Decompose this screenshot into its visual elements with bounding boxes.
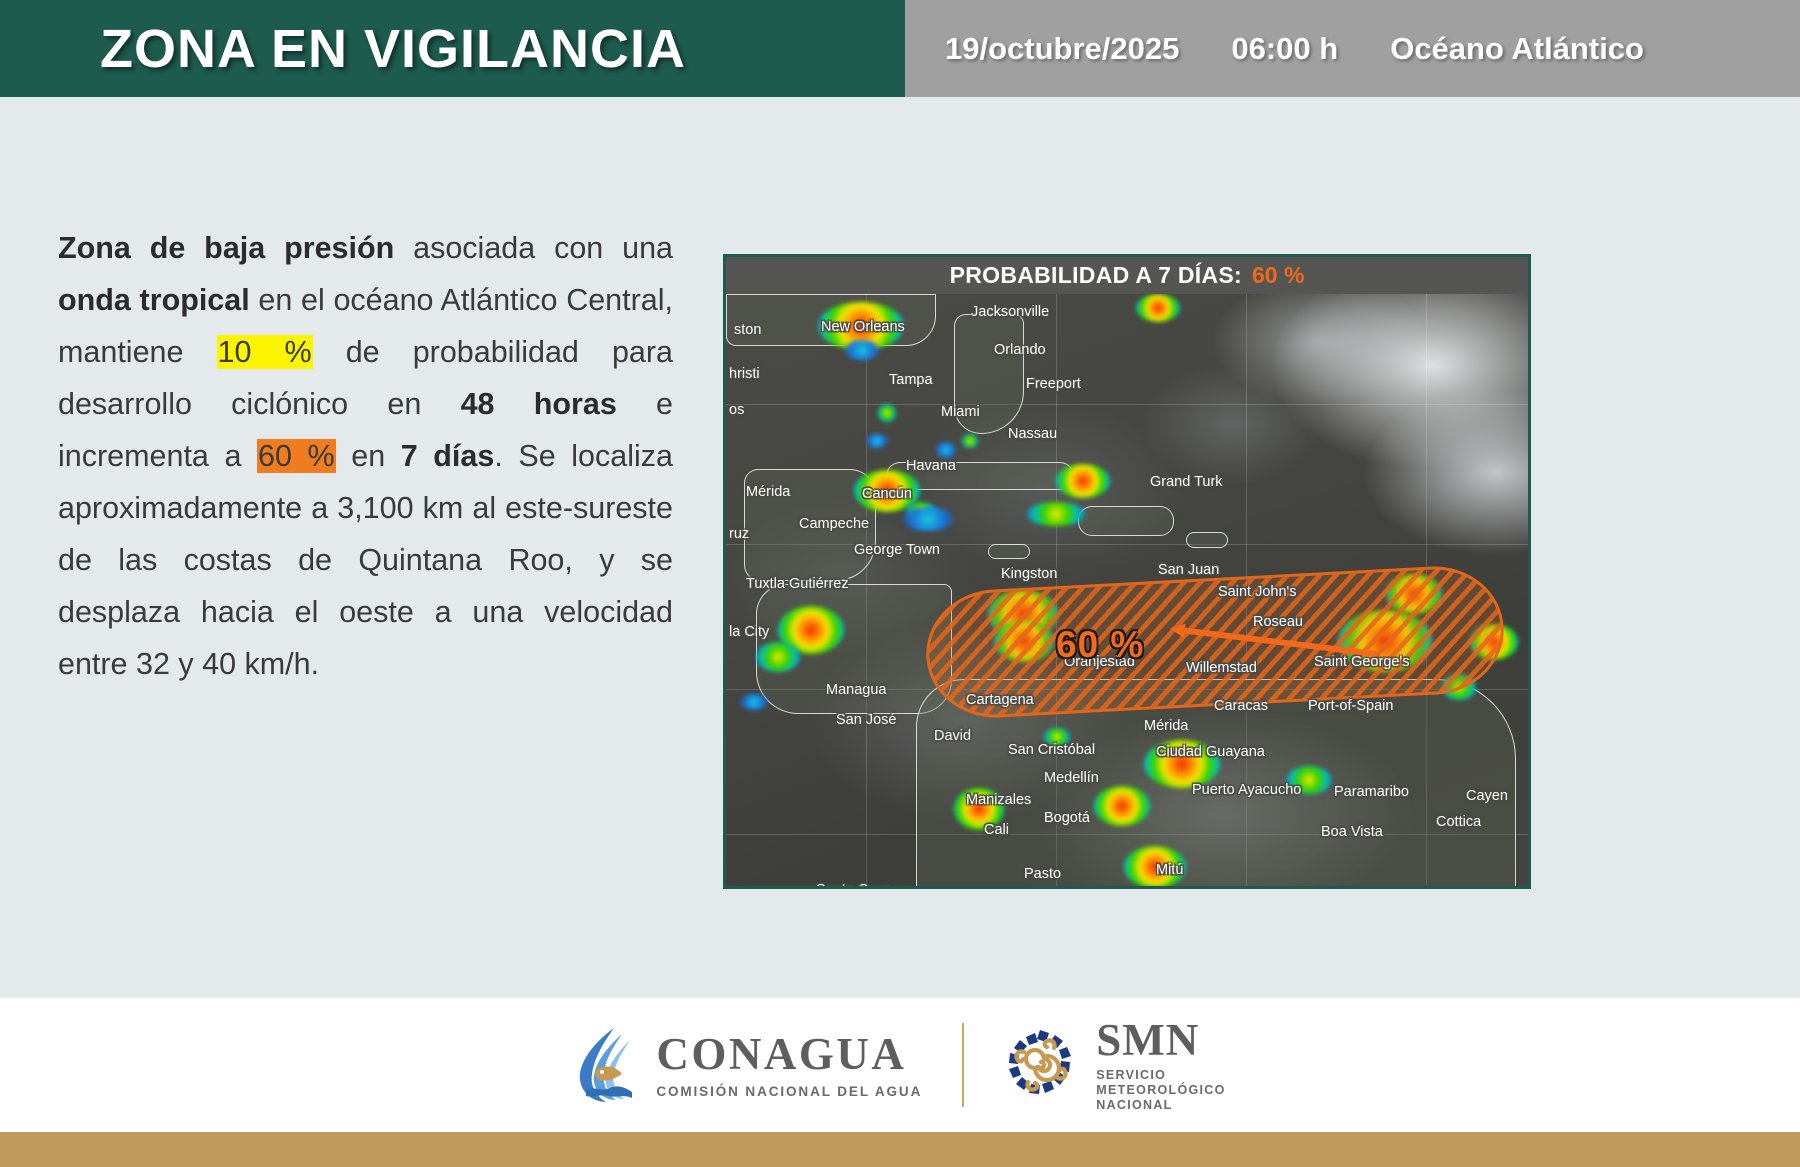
storm-cluster bbox=[936, 442, 956, 458]
landmass-hispaniola bbox=[1078, 506, 1174, 536]
probability-48h-highlight: 10 % bbox=[216, 335, 313, 369]
page-header: ZONA EN VIGILANCIA 19/octubre/2025 06:00… bbox=[0, 0, 1800, 97]
map-probability-label: PROBABILIDAD A 7 DÍAS: bbox=[949, 262, 1242, 288]
probability-7d-highlight: 60 % bbox=[257, 439, 336, 473]
storm-cluster bbox=[1144, 740, 1220, 788]
text-seg-12: . Se localiza aproximadamente a 3,100 km… bbox=[58, 439, 673, 681]
smn-name: SMN bbox=[1096, 1014, 1200, 1065]
map-probability-header: PROBABILIDAD A 7 DÍAS: 60 % bbox=[726, 257, 1528, 294]
text-seg-2: asociada con una bbox=[394, 231, 674, 265]
satellite-map-panel[interactable]: PROBABILIDAD A 7 DÍAS: 60 % bbox=[723, 254, 1531, 889]
header-title-banner: ZONA EN VIGILANCIA bbox=[0, 0, 905, 97]
landmass-florida bbox=[954, 314, 1024, 434]
conagua-water-drop-icon bbox=[580, 1028, 633, 1102]
landmass-puerto-rico bbox=[1186, 532, 1228, 548]
advisory-time: 06:00 h bbox=[1231, 30, 1339, 66]
logo-divider bbox=[962, 1023, 965, 1107]
header-meta-banner: 19/octubre/2025 06:00 h Océano Atlántico bbox=[905, 0, 1800, 97]
storm-cluster bbox=[1286, 766, 1332, 794]
timeframe-48-hours: 48 horas bbox=[460, 387, 617, 421]
smn-subtitle: SERVICIO METEOROLÓGICO NACIONAL bbox=[1096, 1067, 1226, 1112]
cone-probability-label: 60 % bbox=[1056, 624, 1145, 665]
storm-cluster bbox=[1094, 786, 1150, 826]
text-seg-8: e incrementa a bbox=[58, 387, 674, 473]
timeframe-7-days: 7 días bbox=[400, 439, 495, 473]
storm-cluster bbox=[902, 507, 954, 531]
conagua-name: CONAGUA bbox=[656, 1028, 907, 1079]
conagua-subtitle: COMISIÓN NACIONAL DEL AGUA bbox=[656, 1083, 923, 1099]
text-seg-6: de probabilidad para desarrollo ciclónic… bbox=[58, 335, 673, 421]
conagua-wordmark: CONAGUA COMISIÓN NACIONAL DEL AGUA bbox=[656, 1028, 923, 1099]
footer-gold-bar bbox=[0, 1132, 1800, 1167]
landmass-jamaica bbox=[988, 544, 1030, 559]
storm-cluster bbox=[878, 404, 896, 422]
storm-cluster bbox=[962, 434, 978, 448]
storm-cluster bbox=[1136, 294, 1180, 322]
smn-logo: SMN SERVICIO METEOROLÓGICO NACIONAL bbox=[1004, 1014, 1226, 1113]
smn-spiral-icon bbox=[1009, 1030, 1072, 1094]
page-footer: CONAGUA COMISIÓN NACIONAL DEL AGUA bbox=[0, 998, 1800, 1132]
advisory-text-column: Zona de baja presión asociada con una on… bbox=[58, 222, 673, 690]
graticule-line bbox=[726, 404, 1528, 405]
storm-cluster bbox=[1044, 728, 1070, 746]
storm-cluster bbox=[740, 694, 768, 710]
storm-cluster bbox=[866, 434, 888, 448]
content-area: Zona de baja presión asociada con una on… bbox=[0, 97, 1800, 998]
phrase-low-pressure: Zona de baja presión bbox=[58, 231, 395, 265]
storm-cluster bbox=[1124, 846, 1186, 886]
map-probability-value: 60 % bbox=[1251, 262, 1305, 288]
page-title: ZONA EN VIGILANCIA bbox=[100, 18, 687, 79]
storm-cluster bbox=[954, 788, 1004, 830]
storm-cluster bbox=[756, 642, 800, 672]
smn-wordmark: SMN SERVICIO METEOROLÓGICO NACIONAL bbox=[1096, 1014, 1226, 1113]
graticule-line bbox=[866, 294, 867, 886]
advisory-date: 19/octubre/2025 bbox=[945, 30, 1180, 66]
graticule-line bbox=[726, 544, 1528, 545]
conagua-logo: CONAGUA COMISIÓN NACIONAL DEL AGUA bbox=[574, 1026, 922, 1104]
storm-cluster bbox=[1026, 502, 1086, 526]
advisory-paragraph: Zona de baja presión asociada con una on… bbox=[58, 222, 673, 690]
phrase-tropical-wave: onda tropical bbox=[58, 283, 250, 317]
advisory-basin: Océano Atlántico bbox=[1390, 30, 1644, 66]
text-seg-10: en bbox=[335, 439, 401, 473]
storm-cluster bbox=[1056, 464, 1110, 498]
map-canvas[interactable]: 60 % New Orleans Jacksonville Orlando Tampa… bbox=[726, 294, 1528, 886]
text-seg-4: en el océano Atlántico Central, mantiene bbox=[58, 283, 673, 369]
storm-cluster bbox=[844, 340, 880, 360]
graticule-line bbox=[726, 834, 1528, 835]
